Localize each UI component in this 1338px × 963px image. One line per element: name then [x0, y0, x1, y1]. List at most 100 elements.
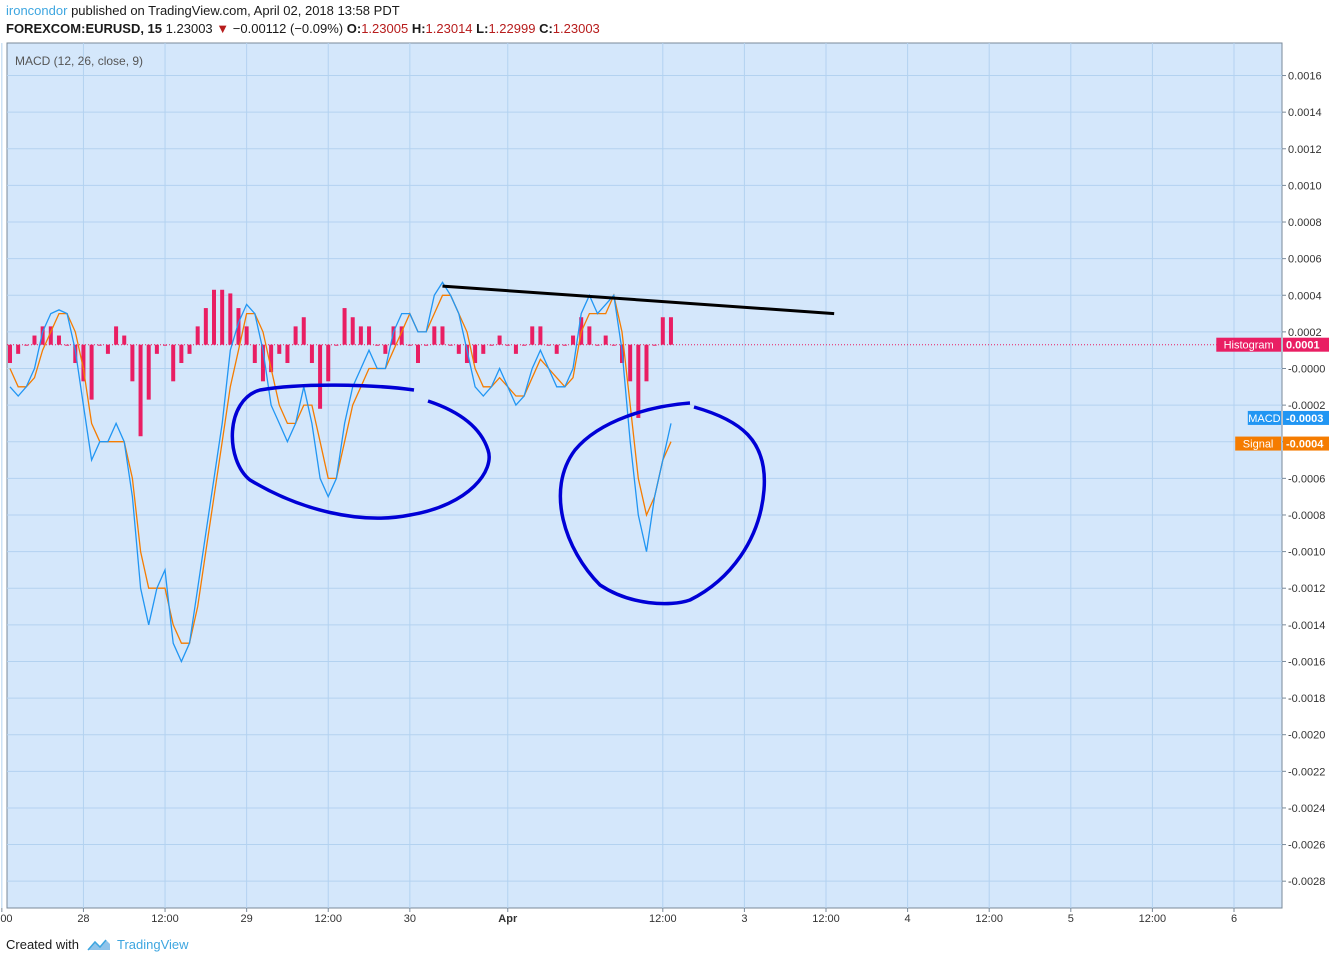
line-series	[9, 281, 672, 664]
histogram-bar	[660, 317, 665, 345]
histogram-bar	[244, 326, 249, 345]
y-tick-label: 0.0016	[1288, 71, 1322, 83]
histogram-bar	[105, 344, 110, 354]
histogram-bar	[513, 344, 518, 354]
histogram-bar	[546, 344, 551, 346]
y-tick-label: 0.0014	[1288, 107, 1322, 119]
x-tick-label: 12:00	[975, 913, 1003, 925]
y-tick-label: 0.0006	[1288, 254, 1322, 266]
histogram-bar	[163, 344, 168, 346]
histogram-bar	[554, 344, 559, 354]
series-labels: Histogram 0.0001 MACD -0.0003 Signal -0.0004	[1216, 337, 1329, 451]
label-value-text: -0.0003	[1286, 413, 1323, 425]
histogram-bar	[56, 335, 61, 345]
open-value: 1.23005	[361, 21, 409, 36]
histogram-value-label: Histogram 0.0001	[1216, 337, 1329, 352]
high-value: 1.23014	[425, 21, 473, 36]
macd-value-label: MACD -0.0003	[1247, 410, 1329, 425]
x-tick-label: 5	[1068, 913, 1074, 925]
histogram-bar	[571, 335, 576, 345]
indicator-title[interactable]: MACD (12, 26, close, 9)	[15, 54, 143, 68]
signal-value-label: Signal -0.0004	[1235, 436, 1329, 451]
histogram-bar	[171, 344, 176, 382]
histogram-bar	[81, 344, 86, 382]
tradingview-link[interactable]: TradingView	[116, 937, 189, 952]
x-tick-label: 12:00	[314, 913, 342, 925]
histogram-bar	[179, 344, 184, 364]
down-arrow-icon: ▼	[216, 21, 230, 36]
histogram-bar	[530, 326, 535, 345]
close-value: 1.23003	[552, 21, 600, 36]
y-tick-label: 0.0004	[1288, 290, 1322, 302]
y-tick-label: -0.0028	[1288, 876, 1325, 888]
label-name-box	[1216, 337, 1281, 352]
histogram-bar	[595, 344, 600, 346]
histogram-bar	[318, 344, 323, 409]
x-tick-label: 12:00	[151, 913, 179, 925]
ellipse-right-annotation[interactable]	[558, 401, 767, 606]
histogram-bar	[522, 344, 527, 346]
histogram-bar	[8, 344, 12, 364]
open-label: O:	[346, 21, 362, 36]
published-text: published on TradingView.com, April 02, …	[71, 3, 400, 18]
y-tick-label: 0.0008	[1288, 217, 1322, 229]
histogram-bar	[122, 335, 127, 345]
histogram-bar	[114, 326, 119, 345]
author-link[interactable]: ironcondor	[6, 3, 68, 18]
histogram-bar	[473, 344, 478, 364]
ellipse-left-annotation[interactable]	[230, 383, 491, 520]
low-value: 1.22999	[488, 21, 536, 36]
x-tick-label: 28	[77, 913, 89, 925]
histogram-bar	[587, 326, 592, 345]
tradingview-logo-icon	[87, 939, 110, 951]
label-value-box	[1283, 410, 1329, 425]
histogram-bar	[220, 289, 225, 345]
histogram-bar	[277, 344, 282, 354]
y-tick-label: -0.0002	[1288, 400, 1325, 412]
footer: Created with TradingView	[6, 937, 189, 953]
last-price: 1.23003	[165, 21, 213, 36]
histogram-bar	[252, 344, 257, 364]
histogram-bar	[89, 344, 94, 400]
chart-pane[interactable]	[6, 42, 1283, 909]
x-tick-label: 6	[1231, 913, 1237, 925]
label-name-box	[1235, 436, 1281, 451]
label-value-box	[1283, 436, 1329, 451]
histogram-bar	[350, 317, 355, 345]
histogram-bar	[489, 344, 494, 346]
signal-line	[9, 293, 672, 644]
histogram-bar	[628, 344, 633, 382]
histogram-bar	[644, 344, 649, 382]
histogram-bar	[212, 289, 216, 345]
x-tick-label: Apr	[498, 913, 518, 925]
histogram-bar	[367, 326, 372, 345]
histogram-bar	[97, 344, 102, 346]
label-name-box	[1247, 410, 1281, 425]
histogram-bar	[603, 335, 608, 345]
y-tick-label: -0.0020	[1288, 730, 1325, 742]
histogram-bar	[497, 335, 502, 345]
x-axis[interactable]: 2:00 28 12:00 29 12:00 30 Apr 12:00 3 12:00 4 12:00…	[0, 908, 1237, 925]
histogram-bar	[456, 344, 461, 354]
histogram-bar	[24, 344, 29, 346]
histogram-bar	[562, 344, 567, 346]
histogram-bar	[342, 308, 347, 345]
histogram-bar	[16, 344, 21, 354]
publish-info: ironcondor published on TradingView.com,…	[6, 3, 400, 19]
histogram-bar	[48, 326, 53, 345]
label-name-text: Signal	[1243, 439, 1274, 451]
histogram-bar	[334, 344, 339, 346]
histogram-bar	[130, 344, 135, 382]
histogram-bar	[236, 308, 241, 345]
y-tick-label: -0.0012	[1288, 583, 1325, 595]
x-tick-label: 29	[241, 913, 253, 925]
histogram-bar	[505, 344, 510, 346]
drawing-annotations[interactable]	[230, 284, 835, 606]
y-axis[interactable]: 0.0016 0.0014 0.0012 0.0010 0.0008 0.0006 0.00…	[1282, 71, 1325, 889]
trendline[interactable]	[442, 284, 835, 316]
histogram-bar	[154, 344, 159, 354]
label-name-text: Histogram	[1224, 340, 1274, 352]
y-tick-label: -0.0006	[1288, 473, 1325, 485]
y-tick-label: -0.0018	[1288, 693, 1325, 705]
